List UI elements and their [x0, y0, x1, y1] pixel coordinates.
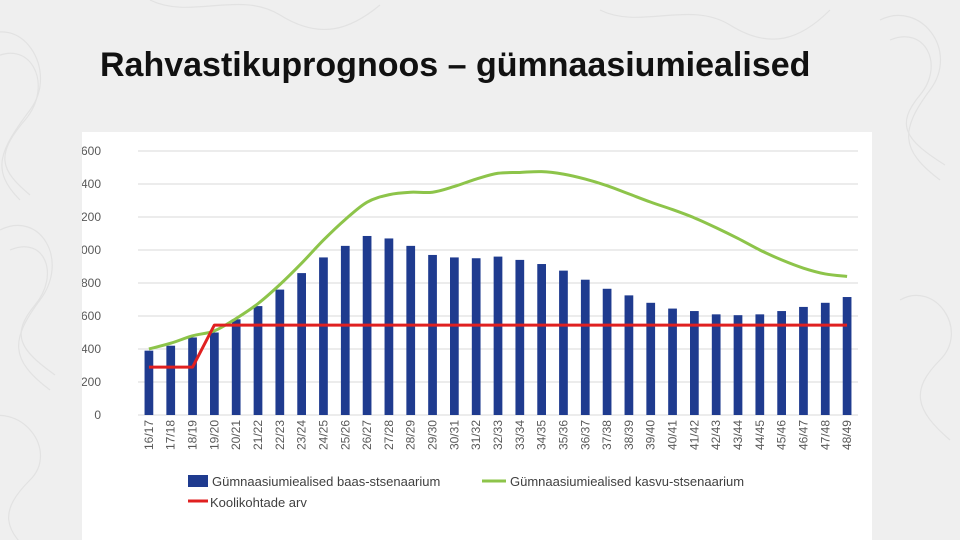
slide-title: Rahvastikuprognoos – gümnaasiumiealised: [100, 46, 811, 84]
x-tick-label: 43/44: [731, 420, 745, 450]
x-tick-label: 30/31: [447, 420, 461, 450]
bar[interactable]: [166, 345, 176, 415]
bar[interactable]: [624, 295, 634, 415]
x-tick-label: 47/48: [818, 420, 832, 450]
x-tick-label: 48/49: [840, 420, 854, 450]
legend-swatch-baseline: [188, 475, 208, 487]
legend-item-school-places[interactable]: Koolikohtade arv: [188, 495, 307, 510]
bar[interactable]: [319, 257, 328, 415]
y-tick-label: 0: [94, 408, 101, 422]
bar[interactable]: [340, 245, 350, 415]
bar[interactable]: [450, 257, 459, 415]
x-tick-label: 17/18: [164, 420, 178, 450]
x-tick-label: 38/39: [622, 420, 636, 450]
x-tick-label: 46/47: [796, 420, 810, 450]
bar[interactable]: [602, 288, 612, 415]
bar[interactable]: [515, 259, 525, 415]
x-axis-tick-labels: 16/17 17/18 18/19 19/20 20/21 21/22 22/23 23/24…: [142, 420, 854, 450]
bar[interactable]: [188, 337, 197, 415]
bar[interactable]: [428, 254, 437, 415]
x-tick-label: 31/32: [469, 420, 483, 450]
legend-label-baseline: Gümnaasiumiealised baas-stsenaarium: [212, 474, 440, 489]
legend-label-school-places: Koolikohtade arv: [210, 495, 307, 510]
y-tick-label: 400: [82, 342, 101, 356]
x-tick-label: 27/28: [382, 420, 396, 450]
bar[interactable]: [537, 264, 546, 415]
x-tick-label: 26/27: [360, 420, 374, 450]
series-line[interactable]: [148, 323, 848, 369]
y-tick-label: 600: [82, 309, 101, 323]
bar[interactable]: [493, 256, 503, 415]
bar[interactable]: [231, 319, 241, 415]
x-tick-label: 22/23: [273, 420, 287, 450]
x-tick-label: 41/42: [687, 420, 701, 450]
x-tick-label: 21/22: [251, 420, 265, 450]
x-tick-label: 25/26: [338, 420, 352, 450]
legend-item-growth[interactable]: Gümnaasiumiealised kasvu-stsenaarium: [482, 474, 744, 489]
x-tick-label: 37/38: [600, 420, 614, 450]
x-tick-label: 18/19: [186, 420, 200, 450]
x-tick-label: 20/21: [229, 420, 243, 450]
legend: Gümnaasiumiealised baas-stsenaarium Gümn…: [188, 474, 744, 510]
y-tick-label: 200: [82, 375, 101, 389]
y-tick-label: 1000: [82, 243, 101, 257]
bar[interactable]: [144, 350, 154, 415]
chart-panel: 0 200 400 600 800 1000 1200 1400 1600 16/17 17/18…: [82, 132, 872, 540]
bar[interactable]: [777, 311, 786, 415]
bar[interactable]: [733, 315, 743, 415]
bar[interactable]: [799, 306, 808, 415]
legend-label-growth: Gümnaasiumiealised kasvu-stsenaarium: [510, 474, 744, 489]
y-axis-tick-labels: 0 200 400 600 800 1000 1200 1400 1600: [82, 144, 101, 422]
legend-item-baseline[interactable]: Gümnaasiumiealised baas-stsenaarium: [188, 474, 440, 489]
bar[interactable]: [711, 314, 721, 415]
x-tick-label: 34/35: [535, 420, 549, 450]
bar[interactable]: [690, 311, 699, 415]
bar[interactable]: [755, 314, 765, 415]
x-tick-label: 45/46: [775, 420, 789, 450]
x-tick-label: 28/29: [404, 420, 418, 450]
bar[interactable]: [471, 258, 481, 415]
bar[interactable]: [253, 306, 263, 415]
bar[interactable]: [275, 289, 285, 415]
x-tick-label: 29/30: [426, 420, 440, 450]
x-tick-label: 44/45: [753, 420, 767, 450]
lines: [148, 170, 848, 369]
bar[interactable]: [646, 302, 656, 415]
x-tick-label: 36/37: [578, 420, 592, 450]
x-tick-label: 40/41: [666, 420, 680, 450]
bar[interactable]: [210, 332, 219, 416]
bar[interactable]: [668, 308, 677, 415]
x-tick-label: 42/43: [709, 420, 723, 450]
x-tick-label: 16/17: [142, 420, 156, 450]
x-tick-label: 23/24: [295, 420, 309, 450]
bar[interactable]: [384, 238, 394, 415]
x-tick-label: 19/20: [207, 420, 221, 450]
x-tick-label: 39/40: [644, 420, 658, 450]
bar[interactable]: [580, 279, 590, 415]
bar[interactable]: [559, 270, 568, 415]
y-tick-label: 1200: [82, 210, 101, 224]
population-forecast-chart: 0 200 400 600 800 1000 1200 1400 1600 16/17 17/18…: [82, 144, 858, 510]
x-tick-label: 24/25: [316, 420, 330, 450]
bar[interactable]: [406, 245, 416, 415]
bar[interactable]: [842, 297, 852, 415]
x-tick-label: 33/34: [513, 420, 527, 450]
y-tick-label: 800: [82, 276, 101, 290]
bar[interactable]: [820, 302, 830, 415]
bars-baseline-scenario: [144, 235, 852, 416]
y-tick-label: 1400: [82, 177, 101, 191]
x-tick-label: 32/33: [491, 420, 505, 450]
y-tick-label: 1600: [82, 144, 101, 158]
series-line[interactable]: [148, 170, 848, 351]
x-tick-label: 35/36: [556, 420, 570, 450]
bar[interactable]: [297, 273, 306, 415]
